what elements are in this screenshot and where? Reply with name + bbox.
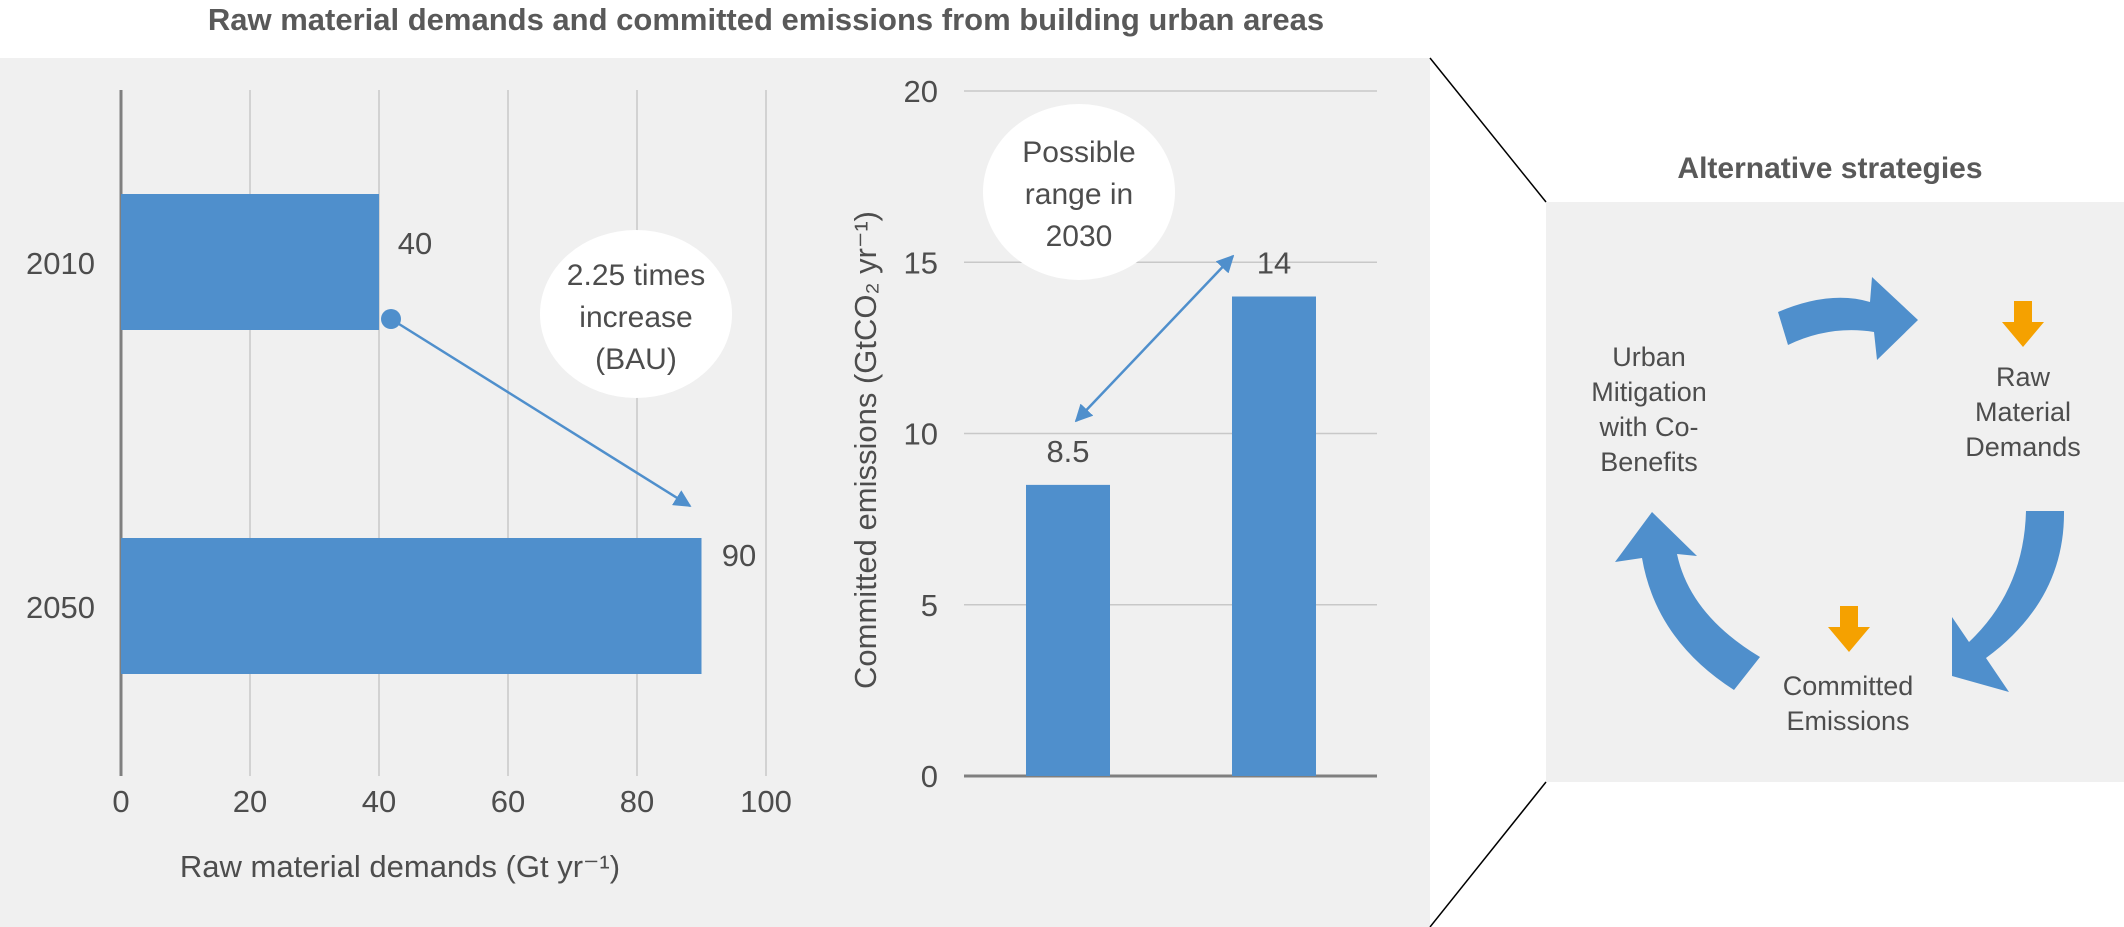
- urban-mitigation-line-2: Mitigation: [1591, 377, 1707, 407]
- range-annotation-line-2: range in: [1025, 178, 1133, 211]
- bau-annotation-bubble: [540, 230, 732, 398]
- urban-mitigation-line-4: Benefits: [1600, 447, 1698, 477]
- zoom-line-bottom: [1429, 781, 1547, 927]
- committed-emissions-chart: 0 5 10 15 20 8.5 14: [904, 74, 1377, 794]
- committed-emissions-down-icon: [1828, 606, 1870, 652]
- bau-increase-arrow: [390, 317, 692, 508]
- cycle-arrow-left: [1615, 512, 1760, 690]
- bar-1: [1026, 484, 1110, 776]
- y-tick-label: 15: [904, 245, 938, 280]
- urban-mitigation-line-3: with Co-: [1598, 412, 1698, 442]
- bar-2: [1232, 296, 1316, 776]
- range-annotation-line-1: Possible: [1022, 136, 1135, 169]
- y-tick-label: 20: [904, 74, 938, 109]
- committed-emissions-line-1: Committed: [1783, 671, 1914, 701]
- x-tick-label: 0: [112, 784, 129, 819]
- committed-emissions-line-2: Emissions: [1786, 706, 1909, 736]
- bau-annotation-line-3: (BAU): [595, 343, 677, 376]
- bar-2050: [121, 538, 702, 674]
- bau-annotation-line-1: 2.25 times: [567, 259, 705, 292]
- zoom-line-top: [1429, 57, 1547, 203]
- raw-material-demands-line-3: Demands: [1965, 432, 2081, 462]
- cycle-arrow-right: [1952, 511, 2065, 692]
- raw-material-x-axis-label: Raw material demands (Gt yr⁻¹): [180, 849, 620, 884]
- cycle-arrow-top: [1778, 277, 1918, 360]
- raw-material-down-icon: [2002, 301, 2044, 347]
- x-tick-label: 60: [491, 784, 525, 819]
- bar-value-label: 40: [398, 226, 432, 261]
- figure-title: Raw material demands and committed emiss…: [208, 2, 1324, 37]
- y-tick-label: 10: [904, 417, 938, 452]
- committed-emissions-y-axis-label: Committed emissions (GtCO₂ yr⁻¹): [848, 211, 883, 689]
- bau-annotation-line-2: increase: [579, 301, 692, 334]
- y-category-label: 2050: [26, 590, 95, 625]
- strategies-title: Alternative strategies: [1677, 152, 1982, 185]
- raw-material-demands-line-2: Material: [1975, 397, 2071, 427]
- y-tick-label: 0: [921, 759, 938, 794]
- range-annotation-bubble: [983, 104, 1175, 280]
- range-annotation-line-3: 2030: [1046, 220, 1113, 253]
- x-tick-label: 20: [233, 784, 267, 819]
- y-tick-label: 5: [921, 588, 938, 623]
- bar-2010: [121, 194, 379, 330]
- x-tick-label: 100: [740, 784, 792, 819]
- bar-value-label: 90: [722, 538, 756, 573]
- raw-material-chart: 0 20 40 60 80 100 2010 2050 40 90: [26, 90, 792, 819]
- possible-range-arrow: [1074, 254, 1235, 423]
- chart-panel: [0, 58, 1430, 927]
- x-tick-label: 80: [620, 784, 654, 819]
- y-category-label: 2010: [26, 246, 95, 281]
- urban-mitigation-line-1: Urban: [1612, 342, 1686, 372]
- bar-value-label: 14: [1257, 246, 1291, 281]
- bar-value-label: 8.5: [1046, 434, 1089, 469]
- x-tick-label: 40: [362, 784, 396, 819]
- raw-material-demands-line-1: Raw: [1996, 362, 2051, 392]
